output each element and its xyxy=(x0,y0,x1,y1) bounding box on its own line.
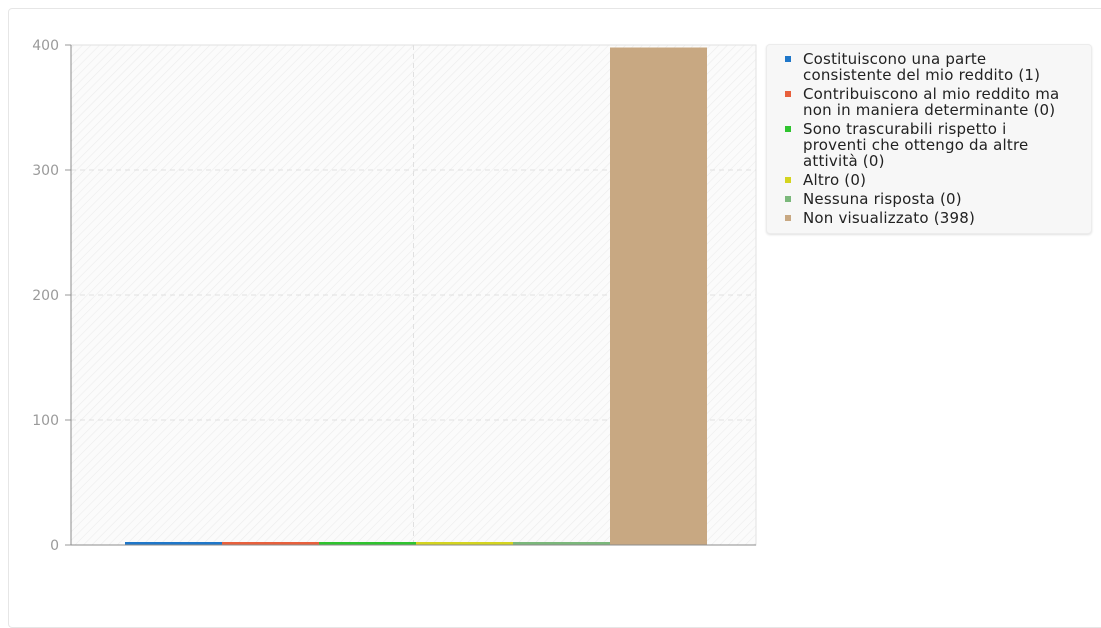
bar[interactable] xyxy=(319,542,416,545)
legend-label: Sono trascurabili rispetto i proventi ch… xyxy=(803,120,1029,170)
legend-label: Contribuiscono al mio reddito ma non in … xyxy=(803,85,1060,119)
legend-label: Costituiscono una parte consistente del … xyxy=(803,50,1041,84)
legend-item[interactable]: Non visualizzato (398) xyxy=(785,210,1081,226)
bar[interactable] xyxy=(513,542,610,545)
axes xyxy=(65,44,756,546)
y-tick-labels: 0 100 200 300 400 xyxy=(32,38,59,554)
bar[interactable] xyxy=(416,542,513,545)
legend: Costituiscono una parte consistente del … xyxy=(766,44,1092,234)
y-tick-label: 100 xyxy=(32,413,59,429)
legend-swatch xyxy=(785,56,791,62)
legend-item[interactable]: Altro (0) xyxy=(785,172,1081,188)
bar[interactable] xyxy=(222,542,319,545)
legend-swatch xyxy=(785,196,791,202)
legend-swatch xyxy=(785,177,791,183)
y-tick-label: 400 xyxy=(32,38,59,54)
legend-item[interactable]: Nessuna risposta (0) xyxy=(785,191,1081,207)
legend-swatch xyxy=(785,215,791,221)
bar[interactable] xyxy=(125,542,222,545)
legend-item[interactable]: Sono trascurabili rispetto i proventi ch… xyxy=(785,121,1081,169)
y-tick-label: 200 xyxy=(32,288,59,304)
legend-item[interactable]: Costituiscono una parte consistente del … xyxy=(785,51,1081,83)
y-tick-label: 0 xyxy=(50,538,59,554)
legend-item[interactable]: Contribuiscono al mio reddito ma non in … xyxy=(785,86,1081,118)
legend-swatch xyxy=(785,91,791,97)
legend-label: Altro (0) xyxy=(803,171,867,189)
legend-label: Non visualizzato (398) xyxy=(803,209,976,227)
y-tick-label: 300 xyxy=(32,163,59,179)
legend-swatch xyxy=(785,126,791,132)
legend-label: Nessuna risposta (0) xyxy=(803,190,962,208)
bars xyxy=(125,47,707,546)
bar[interactable] xyxy=(610,47,707,546)
